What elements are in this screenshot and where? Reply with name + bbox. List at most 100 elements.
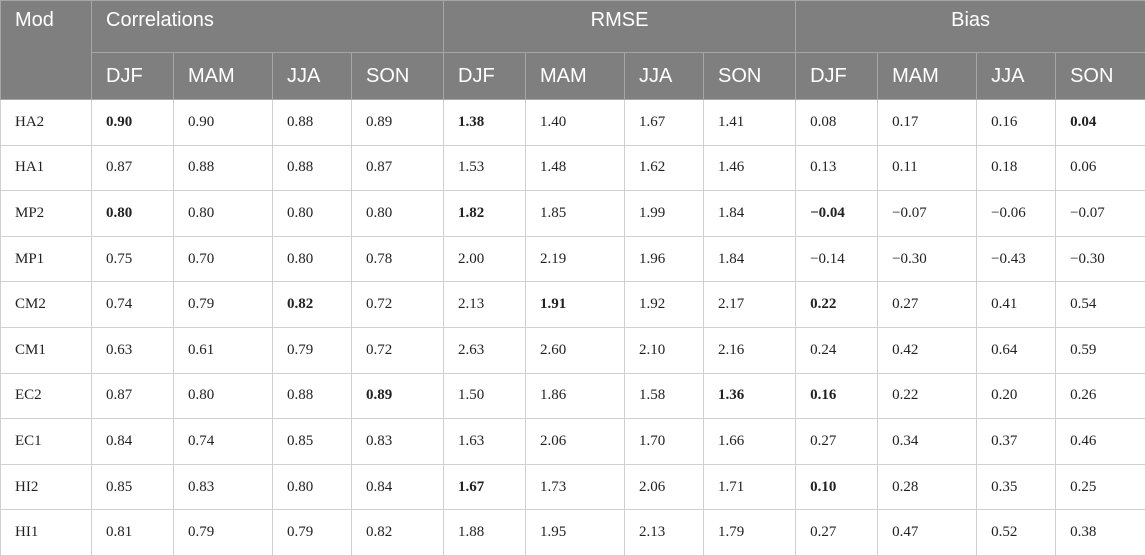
value-cell: 0.80 — [174, 191, 273, 237]
value-cell: 0.80 — [273, 464, 352, 510]
value-cell: 0.04 — [1056, 100, 1145, 146]
value-cell: −0.30 — [1056, 236, 1145, 282]
value-cell: 0.18 — [977, 145, 1056, 191]
value-cell: 0.80 — [352, 191, 444, 237]
value-cell: 0.08 — [796, 100, 878, 146]
value-cell: 1.71 — [704, 464, 796, 510]
model-name-cell: CM2 — [1, 282, 92, 328]
value-cell: 0.63 — [92, 327, 174, 373]
value-cell: 1.70 — [625, 419, 704, 465]
value-cell: 2.10 — [625, 327, 704, 373]
value-cell: 0.84 — [92, 419, 174, 465]
value-cell: 1.58 — [625, 373, 704, 419]
value-cell: 0.70 — [174, 236, 273, 282]
mod-header: Mod — [1, 1, 92, 100]
value-cell: 1.67 — [444, 464, 526, 510]
season-header: DJF — [796, 53, 878, 100]
value-cell: 0.80 — [92, 191, 174, 237]
season-header: DJF — [92, 53, 174, 100]
value-cell: 0.27 — [796, 510, 878, 556]
value-cell: 1.53 — [444, 145, 526, 191]
value-cell: 0.80 — [273, 191, 352, 237]
value-cell: 1.50 — [444, 373, 526, 419]
group-header-correlations: Correlations — [92, 1, 444, 53]
value-cell: 0.89 — [352, 373, 444, 419]
value-cell: 0.85 — [92, 464, 174, 510]
value-cell: 0.61 — [174, 327, 273, 373]
value-cell: 0.88 — [174, 145, 273, 191]
value-cell: 0.16 — [796, 373, 878, 419]
value-cell: 1.84 — [704, 236, 796, 282]
value-cell: 1.38 — [444, 100, 526, 146]
value-cell: 0.10 — [796, 464, 878, 510]
value-cell: 2.00 — [444, 236, 526, 282]
value-cell: −0.43 — [977, 236, 1056, 282]
value-cell: 0.88 — [273, 100, 352, 146]
value-cell: 0.87 — [92, 373, 174, 419]
value-cell: 1.63 — [444, 419, 526, 465]
model-name-cell: CM1 — [1, 327, 92, 373]
value-cell: 1.95 — [526, 510, 625, 556]
value-cell: 0.37 — [977, 419, 1056, 465]
value-cell: 1.82 — [444, 191, 526, 237]
model-name-cell: EC2 — [1, 373, 92, 419]
value-cell: 0.79 — [273, 327, 352, 373]
value-cell: −0.07 — [1056, 191, 1145, 237]
season-header: MAM — [174, 53, 273, 100]
value-cell: 1.40 — [526, 100, 625, 146]
value-cell: 0.11 — [878, 145, 977, 191]
model-name-cell: EC1 — [1, 419, 92, 465]
value-cell: 0.85 — [273, 419, 352, 465]
value-cell: 0.78 — [352, 236, 444, 282]
season-header: DJF — [444, 53, 526, 100]
value-cell: 0.24 — [796, 327, 878, 373]
value-cell: 0.59 — [1056, 327, 1145, 373]
value-cell: 0.75 — [92, 236, 174, 282]
value-cell: 1.67 — [625, 100, 704, 146]
season-header: JJA — [273, 53, 352, 100]
value-cell: 0.35 — [977, 464, 1056, 510]
value-cell: 0.88 — [273, 145, 352, 191]
value-cell: 0.06 — [1056, 145, 1145, 191]
value-cell: 1.85 — [526, 191, 625, 237]
value-cell: 0.84 — [352, 464, 444, 510]
value-cell: 1.91 — [526, 282, 625, 328]
value-cell: 0.46 — [1056, 419, 1145, 465]
value-cell: 0.81 — [92, 510, 174, 556]
value-cell: 1.66 — [704, 419, 796, 465]
season-header: MAM — [878, 53, 977, 100]
value-cell: 0.26 — [1056, 373, 1145, 419]
value-cell: 2.19 — [526, 236, 625, 282]
value-cell: 1.86 — [526, 373, 625, 419]
value-cell: −0.06 — [977, 191, 1056, 237]
value-cell: 0.42 — [878, 327, 977, 373]
value-cell: 0.64 — [977, 327, 1056, 373]
value-cell: 2.17 — [704, 282, 796, 328]
value-cell: 0.80 — [273, 236, 352, 282]
model-name-cell: HI1 — [1, 510, 92, 556]
value-cell: 0.22 — [796, 282, 878, 328]
value-cell: 0.20 — [977, 373, 1056, 419]
value-cell: 1.84 — [704, 191, 796, 237]
value-cell: 0.79 — [174, 510, 273, 556]
value-cell: 1.48 — [526, 145, 625, 191]
value-cell: 0.74 — [174, 419, 273, 465]
value-cell: 0.27 — [796, 419, 878, 465]
value-cell: 2.60 — [526, 327, 625, 373]
season-header: MAM — [526, 53, 625, 100]
value-cell: 2.06 — [526, 419, 625, 465]
value-cell: 0.22 — [878, 373, 977, 419]
value-cell: 0.90 — [92, 100, 174, 146]
value-cell: 0.74 — [92, 282, 174, 328]
value-cell: 0.47 — [878, 510, 977, 556]
season-header: SON — [352, 53, 444, 100]
